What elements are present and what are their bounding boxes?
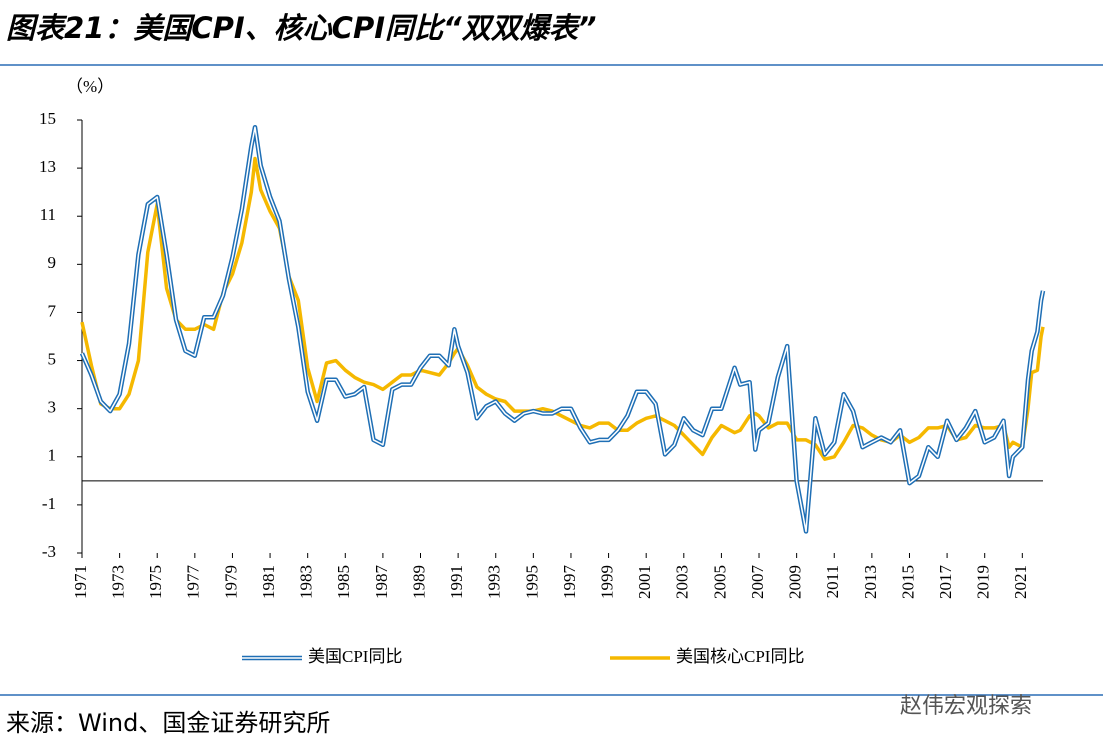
y-tick-label: 5 xyxy=(48,349,57,368)
x-tick-label: 2013 xyxy=(861,565,880,599)
core-cpi-line xyxy=(80,156,1045,461)
x-tick-label: 1993 xyxy=(485,565,504,599)
legend-label: 美国CPI同比 xyxy=(308,647,402,666)
legend-label: 美国核心CPI同比 xyxy=(676,647,804,666)
y-tick-label: 3 xyxy=(48,398,57,417)
y-tick-label: 11 xyxy=(40,205,56,224)
y-tick-label: -3 xyxy=(42,542,56,561)
source: 来源：Wind、国金证券研究所 xyxy=(6,709,330,737)
x-tick-label: 1985 xyxy=(334,565,353,599)
chart-title: 图表21：美国CPI、核心CPI同比“双双爆表” xyxy=(6,11,596,45)
x-tick-label: 2003 xyxy=(673,565,692,599)
x-tick-label: 1979 xyxy=(221,565,240,599)
x-tick-label: 1973 xyxy=(109,565,128,599)
x-tick-label: 1997 xyxy=(560,565,579,600)
cpi-line xyxy=(79,124,1046,534)
y-tick-label: 15 xyxy=(39,109,56,128)
x-tick-label: 2019 xyxy=(974,565,993,599)
x-tick-label: 1975 xyxy=(146,565,165,599)
y-tick-label: 13 xyxy=(39,157,56,176)
x-tick-label: 2015 xyxy=(898,565,917,599)
x-tick-label: 2021 xyxy=(1011,565,1030,599)
x-tick-label: 2007 xyxy=(748,565,767,600)
x-tick-label: 2005 xyxy=(710,565,729,599)
x-tick-label: 1977 xyxy=(184,565,203,600)
y-tick-label: 1 xyxy=(48,446,57,465)
x-tick-label: 2001 xyxy=(635,565,654,599)
x-tick-label: 2011 xyxy=(823,565,842,598)
x-tick-label: 1999 xyxy=(597,565,616,599)
x-tick-label: 1983 xyxy=(297,565,316,599)
x-tick-label: 1981 xyxy=(259,565,278,599)
y-tick-label: 7 xyxy=(48,301,57,320)
x-tick-label: 2009 xyxy=(786,565,805,599)
y-axis-label: （%） xyxy=(66,77,114,96)
x-tick-label: 1995 xyxy=(522,565,541,599)
y-tick-label: -1 xyxy=(42,494,56,513)
watermark: 赵伟宏观探索 xyxy=(900,694,1032,719)
x-tick-label: 1987 xyxy=(372,565,391,600)
cpi-line-inner xyxy=(81,126,1044,533)
y-tick-label: 9 xyxy=(48,253,57,272)
x-tick-label: 1971 xyxy=(71,565,90,599)
x-tick-label: 2017 xyxy=(936,565,955,600)
x-tick-label: 1989 xyxy=(409,565,428,599)
x-tick-label: 1991 xyxy=(447,565,466,599)
